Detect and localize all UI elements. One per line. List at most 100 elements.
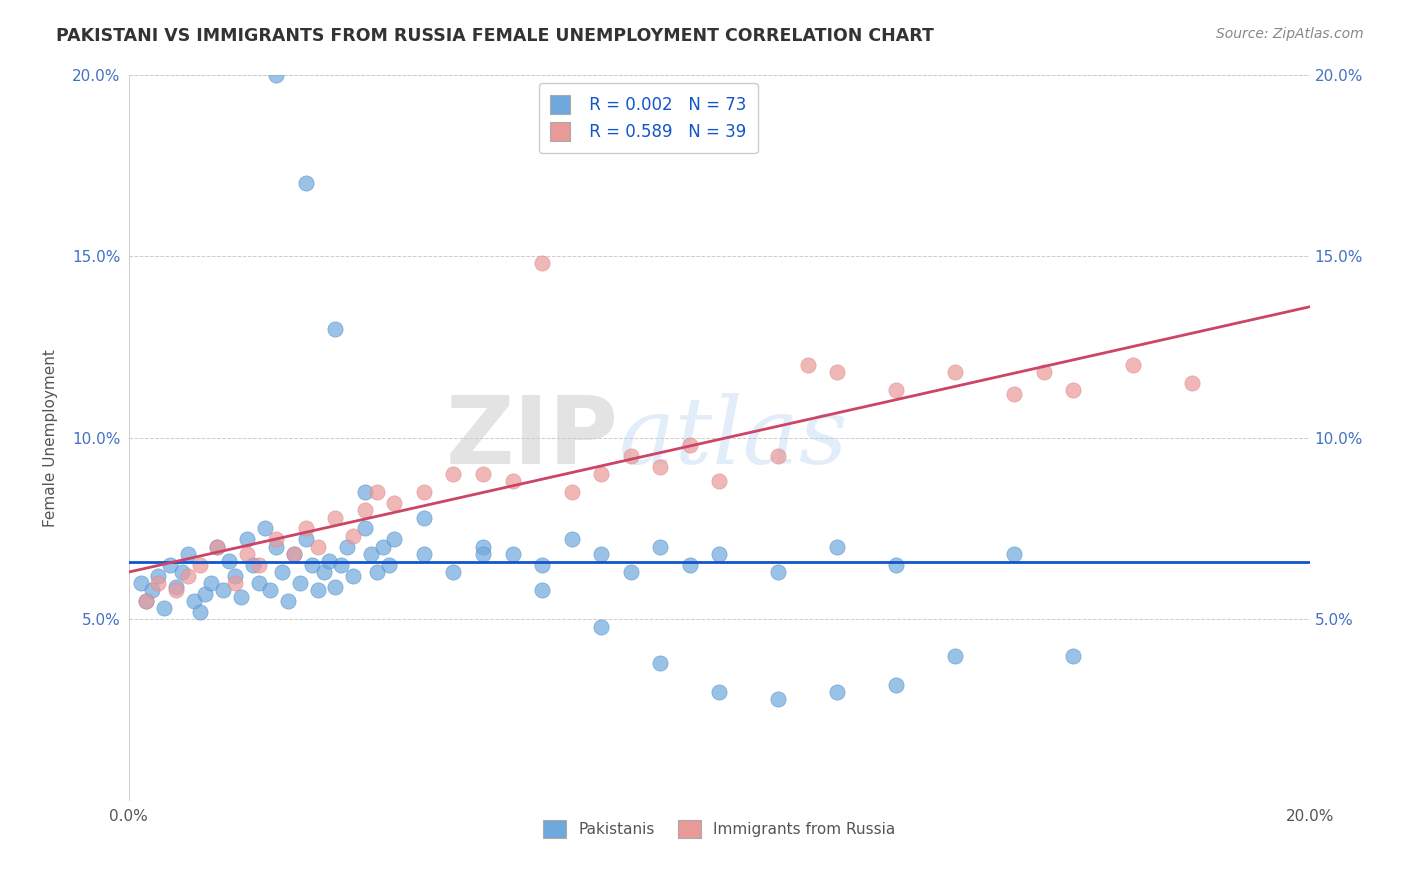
Point (827, 685, 849, 699)
Point (177, 547, 200, 561)
Point (709, 547, 731, 561)
Point (1002, 547, 1025, 561)
Point (827, 365, 849, 379)
Point (325, 580, 347, 594)
Point (253, 521, 276, 535)
Y-axis label: Female Unemployment: Female Unemployment (44, 349, 58, 526)
Point (531, 256, 554, 270)
Point (650, 459, 672, 474)
Point (148, 576, 170, 591)
Point (1062, 648, 1084, 663)
Point (384, 496, 406, 510)
Point (266, 540, 288, 554)
Point (650, 540, 672, 554)
Point (591, 619, 613, 633)
Point (371, 540, 394, 554)
Point (307, 540, 329, 554)
Point (884, 384, 907, 398)
Point (413, 547, 436, 561)
Point (377, 558, 399, 572)
Point (236, 547, 259, 561)
Point (295, 177, 318, 191)
Point (188, 605, 211, 619)
Point (561, 533, 583, 547)
Point (266, 533, 288, 547)
Text: ZIP: ZIP (446, 392, 619, 483)
Point (443, 565, 465, 579)
Point (170, 565, 193, 579)
Point (236, 533, 259, 547)
Point (247, 576, 270, 591)
Point (650, 656, 672, 670)
Point (336, 540, 359, 554)
Point (472, 540, 495, 554)
Point (207, 540, 229, 554)
Point (165, 583, 187, 598)
Point (177, 568, 200, 582)
Point (1002, 387, 1025, 401)
Point (188, 558, 211, 572)
Point (354, 521, 377, 535)
Point (312, 565, 335, 579)
Point (200, 576, 222, 591)
Text: PAKISTANI VS IMMIGRANTS FROM RUSSIA FEMALE UNEMPLOYMENT CORRELATION CHART: PAKISTANI VS IMMIGRANTS FROM RUSSIA FEMA… (56, 27, 934, 45)
Point (295, 521, 318, 535)
Text: Source: ZipAtlas.com: Source: ZipAtlas.com (1216, 27, 1364, 41)
Point (591, 467, 613, 481)
Point (295, 533, 318, 547)
Point (709, 475, 731, 489)
Point (943, 648, 966, 663)
Point (413, 510, 436, 524)
Point (165, 580, 187, 594)
Point (884, 558, 907, 572)
Point (325, 510, 347, 524)
Point (135, 594, 157, 608)
Point (330, 558, 353, 572)
Point (342, 529, 364, 543)
Point (141, 583, 163, 598)
Point (443, 467, 465, 481)
Point (768, 692, 790, 706)
Point (283, 547, 305, 561)
Point (366, 565, 388, 579)
Point (242, 558, 264, 572)
Point (159, 558, 181, 572)
Point (502, 475, 524, 489)
Point (183, 594, 205, 608)
Point (354, 503, 377, 517)
Point (884, 678, 907, 692)
Point (943, 365, 966, 379)
Point (768, 449, 790, 463)
Point (148, 568, 170, 582)
Point (129, 576, 152, 591)
Point (502, 547, 524, 561)
Point (413, 485, 436, 500)
Point (307, 583, 329, 598)
Point (531, 558, 554, 572)
Text: atlas: atlas (619, 392, 848, 483)
Point (591, 547, 613, 561)
Point (207, 540, 229, 554)
Point (531, 583, 554, 598)
Point (768, 565, 790, 579)
Point (1180, 376, 1202, 391)
Point (135, 594, 157, 608)
Point (318, 554, 340, 568)
Point (561, 485, 583, 500)
Point (247, 558, 270, 572)
Point (366, 485, 388, 500)
Point (1062, 384, 1084, 398)
Point (194, 587, 217, 601)
Point (224, 576, 246, 591)
Point (709, 685, 731, 699)
Point (1032, 365, 1054, 379)
Point (679, 438, 702, 452)
Point (384, 533, 406, 547)
Point (1121, 358, 1143, 372)
Point (797, 358, 820, 372)
Point (266, 68, 288, 82)
Point (153, 601, 176, 615)
Point (472, 547, 495, 561)
Point (229, 591, 252, 605)
Point (620, 565, 643, 579)
